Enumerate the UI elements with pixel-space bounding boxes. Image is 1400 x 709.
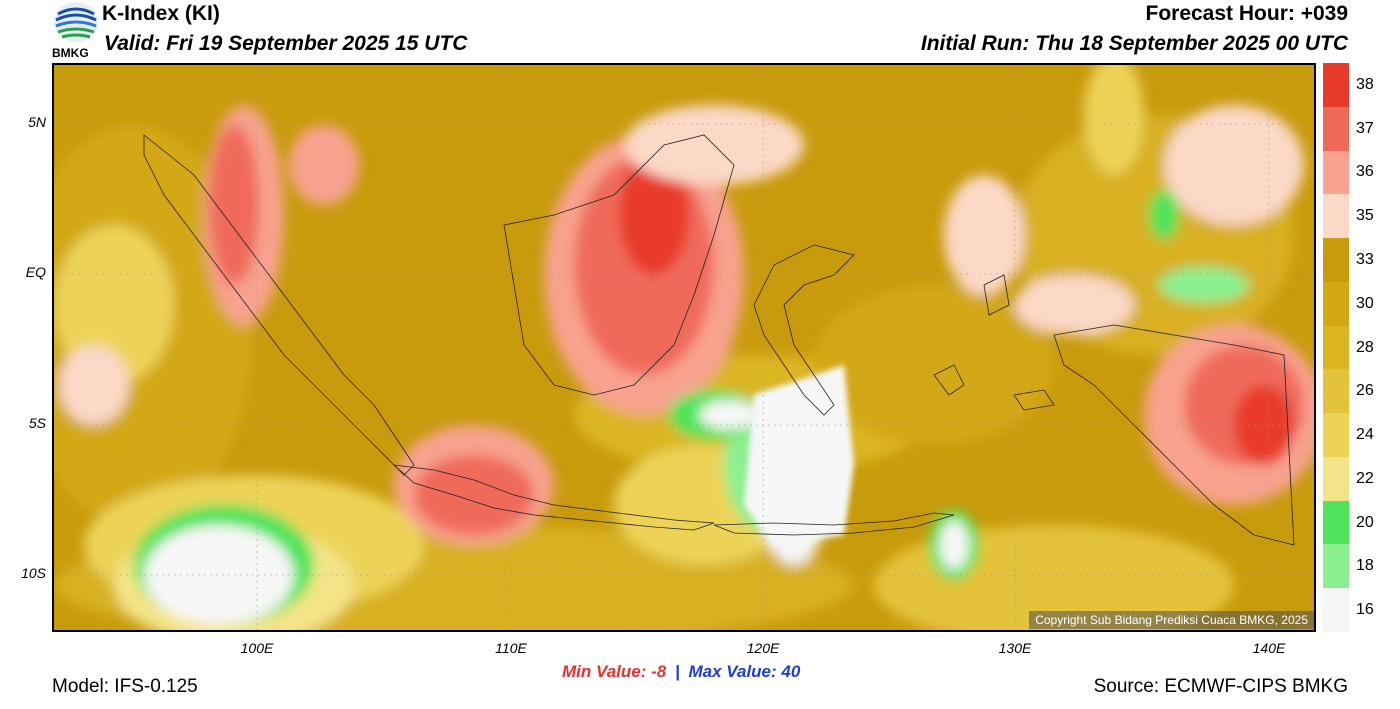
- colorbar-segment: [1323, 369, 1349, 414]
- k-index-map: [52, 63, 1316, 632]
- colorbar: [1323, 63, 1349, 633]
- lat-label-5n: 5N: [28, 114, 46, 130]
- colorbar-segment: [1323, 150, 1349, 195]
- copyright-notice: Copyright Sub Bidang Prediksi Cuaca BMKG…: [1029, 611, 1314, 629]
- lon-label-110e: 110E: [495, 640, 527, 656]
- colorbar-label: 28: [1356, 338, 1374, 356]
- lon-label-140e: 140E: [1252, 640, 1286, 656]
- colorbar-label: 35: [1356, 207, 1374, 225]
- logo-text: BMKG: [52, 46, 89, 60]
- lat-label-10s: 10S: [21, 565, 46, 581]
- min-max-values: Min Value: -8 | Max Value: 40: [562, 662, 800, 682]
- colorbar-segment: [1323, 106, 1349, 152]
- colorbar-label: 18: [1356, 557, 1374, 575]
- max-label: Max Value:: [688, 662, 777, 681]
- bmkg-logo-icon: [52, 0, 100, 62]
- colorbar-label: 33: [1356, 250, 1374, 268]
- colorbar-segment: [1323, 325, 1349, 370]
- source-info: Source: ECMWF-CIPS BMKG: [1093, 676, 1348, 697]
- colorbar-label: 37: [1356, 119, 1374, 137]
- colorbar-segment: [1323, 194, 1349, 239]
- lon-label-100e: 100E: [240, 640, 274, 656]
- colorbar-segment: [1323, 413, 1349, 458]
- model-info: Model: IFS-0.125: [52, 676, 198, 697]
- colorbar-segment: [1323, 588, 1349, 633]
- chart-title: K-Index (KI): [102, 2, 220, 25]
- lon-label-120e: 120E: [746, 640, 780, 656]
- min-label: Min Value:: [562, 662, 647, 681]
- max-value: 40: [781, 662, 801, 681]
- colorbar-label: 38: [1356, 75, 1374, 93]
- min-value: -8: [651, 662, 667, 681]
- lat-label-eq: EQ: [25, 264, 46, 280]
- valid-time: Valid: Fri 19 September 2025 15 UTC: [104, 32, 468, 55]
- min-max-separator: |: [674, 662, 680, 681]
- colorbar-label: 22: [1356, 469, 1374, 487]
- colorbar-segment: [1323, 281, 1349, 327]
- lat-label-5s: 5S: [28, 415, 46, 431]
- initial-run: Initial Run: Thu 18 September 2025 00 UT…: [920, 32, 1348, 55]
- colorbar-segment: [1323, 63, 1349, 108]
- colorbar-label: 20: [1356, 513, 1374, 531]
- colorbar-segment: [1323, 238, 1349, 283]
- colorbar-label: 24: [1356, 426, 1374, 444]
- colorbar-segment: [1323, 500, 1349, 545]
- colorbar-segment: [1323, 544, 1349, 589]
- colorbar-label: 16: [1356, 601, 1374, 619]
- colorbar-label: 36: [1356, 163, 1374, 181]
- colorbar-label: 30: [1356, 294, 1374, 312]
- colorbar-label: 26: [1356, 382, 1374, 400]
- colorbar-segment: [1323, 456, 1349, 502]
- forecast-hour: Forecast Hour: +039: [1145, 2, 1349, 25]
- lon-label-130e: 130E: [998, 640, 1032, 656]
